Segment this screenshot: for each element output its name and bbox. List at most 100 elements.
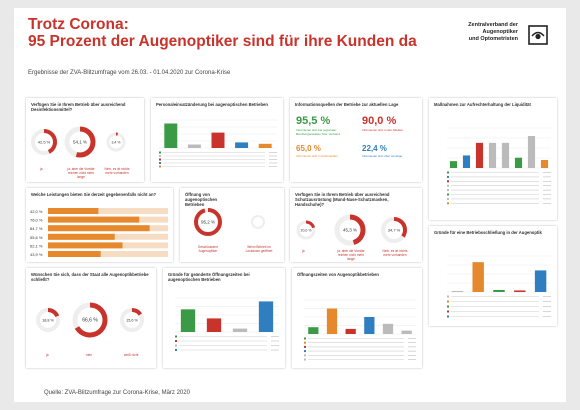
info-text-3: Informieren sich in Fachmedien <box>296 154 338 158</box>
bar <box>401 330 412 334</box>
bar <box>451 290 464 292</box>
bar <box>462 155 471 168</box>
card-closure: Gründe für eine Betriebsschließung in de… <box>429 226 557 326</box>
label-ja: ja <box>302 249 305 253</box>
label-nein: Nein, es ist nichts mehr vorhanden <box>382 249 408 257</box>
donut-ja: 20,0 % <box>296 220 316 240</box>
legend-swatch <box>175 340 177 342</box>
info-text-1: Informieren sich bei regionaler Berufsor… <box>296 128 340 136</box>
legend-swatch <box>447 180 449 183</box>
bar <box>364 317 375 334</box>
bar-label: 55,6 % <box>30 235 43 240</box>
title-line-2: 95 Prozent der Augenoptiker sind für ihr… <box>28 33 417 50</box>
bar <box>235 142 249 148</box>
bar <box>514 157 523 168</box>
bar-track <box>48 251 168 257</box>
donut-value-nein: 3,4 % <box>112 141 121 145</box>
donut-arc-ja <box>36 308 60 332</box>
org-line-2: Augenoptiker <box>482 29 518 35</box>
bar <box>258 301 274 332</box>
donut-value-opening: 95,2 % <box>201 220 215 225</box>
bar-label: 42,0 % <box>30 209 43 214</box>
donut-arc-nein <box>72 302 108 338</box>
bar <box>488 142 497 168</box>
card-services: Welche Leistungen bieten Sie derzeit geg… <box>26 188 173 262</box>
card-liquidity: Maßnahmen zur Aufrechterhaltung der Liqu… <box>429 98 557 220</box>
legend-swatch <box>447 300 449 303</box>
bar <box>345 328 356 334</box>
poster: Trotz Corona: 95 Prozent der Augenoptike… <box>14 8 566 402</box>
info-value-2: 90,0 % <box>362 115 397 127</box>
bar <box>501 142 510 168</box>
poster-subtitle: Ergebnisse der ZVA-Blitzumfrage vom 26.0… <box>28 70 231 76</box>
legend-swatch <box>159 155 161 157</box>
legend-swatch <box>159 162 161 164</box>
donut-vorraete: 54,1 % <box>64 126 96 158</box>
donut-nein: 34,7 % <box>381 217 407 243</box>
card-info-sources: Informationsquellen der Betriebe zur akt… <box>290 98 422 182</box>
legend-swatch <box>159 158 161 161</box>
donut-vorraete: 45,3 % <box>334 214 366 246</box>
donut-arc-vorraete <box>334 214 366 246</box>
label-nein: nein <box>86 353 93 357</box>
bar <box>211 132 225 148</box>
bar <box>187 144 201 148</box>
legend-swatch <box>447 305 449 308</box>
donut-value-ja: 18,8 % <box>42 319 54 323</box>
bar <box>48 216 140 223</box>
bar <box>382 323 394 334</box>
bar-track <box>48 208 168 214</box>
bar <box>326 308 338 334</box>
donut-arc-ja <box>296 220 316 240</box>
card-title: Öffnungszeiten von Augenoptikbetrieben <box>297 272 379 277</box>
info-value-4: 22,4 % <box>362 144 387 153</box>
info-text-4: Informieren sich über sonstige <box>362 154 403 158</box>
liquidity-bar-chart <box>447 127 551 205</box>
label-weiss-nicht: weiß nicht <box>124 353 139 357</box>
legend-swatch <box>447 184 449 187</box>
bar-label: 84,7 % <box>30 226 43 231</box>
card-title: Öffnung von augenoptischen Betrieben <box>185 192 218 207</box>
card-title: Gründe für geänderte Öffnungszeiten bei … <box>168 272 250 282</box>
legend-swatch <box>304 337 306 340</box>
donut-nein: 66,6 % <box>72 302 108 338</box>
org-name: Zentralverband der Augenoptiker und Opto… <box>468 22 518 43</box>
bar <box>48 225 150 232</box>
legend-swatch <box>159 165 161 168</box>
card-staff: Personaleinsatzänderung bei augenoptisch… <box>151 98 283 182</box>
closure-bar-chart <box>447 255 551 318</box>
bar <box>48 233 115 240</box>
card-protection: Verfügen Sie in Ihrem Betrieb über ausre… <box>290 188 422 262</box>
org-line-1: Zentralverband der <box>468 22 518 28</box>
card-title: Informationsquellen der Betriebe zur akt… <box>295 102 399 107</box>
card-title: Verfügen Sie in Ihrem Betrieb über ausre… <box>31 102 126 112</box>
legend-swatch <box>447 295 449 298</box>
bar <box>493 289 505 292</box>
card-title: Wünschen Sie sich, dass der Staat alle A… <box>31 272 149 282</box>
card-opening: Öffnung von augenoptischen Betrieben 95,… <box>180 188 284 262</box>
bar <box>449 161 458 168</box>
card-title: Gründe für eine Betriebsschließung in de… <box>434 230 542 235</box>
bar <box>48 251 101 257</box>
card-title: Verfügen Sie in Ihrem Betrieb über ausre… <box>295 192 390 207</box>
donut-value-nein: 66,6 % <box>82 318 98 324</box>
services-bar-chart: 42,0 % 76,0 % 84,7 % 55,6 % 62,1 % 43,9 % <box>30 208 168 257</box>
info-text-2: Informieren sich in den Medien <box>362 128 404 132</box>
legend-swatch <box>447 171 449 174</box>
bar <box>475 142 484 168</box>
opening-label-1: Geschlossene Augenoptiker <box>197 245 219 253</box>
legend-swatch <box>175 349 177 351</box>
legend-swatch <box>447 189 449 192</box>
protection-donuts: 20,0 % 45,3 % 34,7 % <box>296 214 407 246</box>
legend-swatch <box>304 345 306 348</box>
donut-value-ja: 42,5 % <box>38 140 51 145</box>
state-donuts: 18,8 % 66,6 % 15,6 % <box>36 302 144 338</box>
card-opening-hours: Öffnungszeiten von Augenoptikbetrieben <box>292 268 422 368</box>
legend-swatch <box>175 335 177 338</box>
legend-swatch <box>304 350 306 353</box>
donut-value-nein: 34,7 % <box>388 228 401 233</box>
info-value-3: 65,0 % <box>296 144 321 153</box>
card-hours-reasons: Gründe für geänderte Öffnungszeiten bei … <box>163 268 285 368</box>
opening-label-2: Wenn Betrieb im Lockdown geöffnet <box>245 245 273 253</box>
staff-bar-chart <box>159 119 277 168</box>
